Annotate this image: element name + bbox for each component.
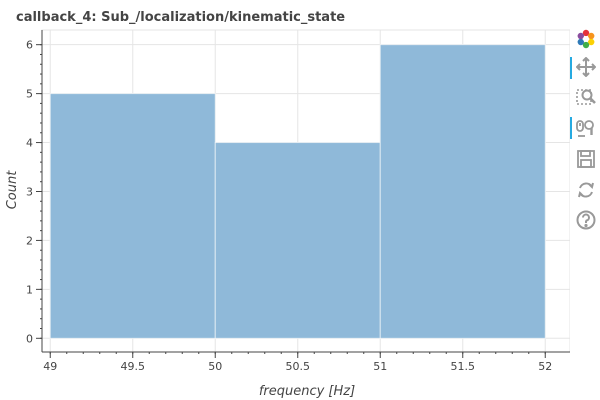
x-tick-label: 49 — [43, 360, 57, 373]
x-tick-label: 50.5 — [286, 360, 311, 373]
histogram-bar — [214, 142, 381, 339]
x-axis-ticks: 49 49.5 50 50.5 51 51.5 52 — [43, 360, 552, 373]
bars — [49, 44, 546, 339]
toolbar — [570, 24, 600, 254]
y-tick-label: 3 — [26, 185, 33, 198]
histogram-chart: callback_4: Sub_/localization/kinematic_… — [5, 10, 570, 399]
x-tick-label: 50 — [208, 360, 222, 373]
x-tick-label: 49.5 — [121, 360, 146, 373]
help-icon[interactable] — [570, 207, 600, 233]
x-axis-label: frequency [Hz] — [259, 384, 355, 399]
x-tick-label: 51 — [373, 360, 387, 373]
histogram-bar — [49, 93, 216, 339]
y-axis-ticks: 0 1 2 3 4 5 6 — [26, 39, 33, 346]
x-tick-label: 52 — [538, 360, 552, 373]
save-icon[interactable] — [570, 146, 600, 172]
bokeh-logo-icon[interactable] — [570, 26, 600, 52]
reset-icon[interactable] — [570, 177, 600, 203]
pan-icon[interactable] — [570, 54, 600, 80]
chart-title: callback_4: Sub_/localization/kinematic_… — [16, 10, 345, 25]
histogram-bar — [379, 44, 546, 339]
box-zoom-icon[interactable] — [570, 84, 600, 110]
y-tick-label: 2 — [26, 234, 33, 247]
x-tick-label: 51.5 — [451, 360, 476, 373]
wheel-zoom-icon[interactable] — [570, 114, 600, 140]
y-tick-label: 4 — [26, 137, 33, 150]
y-tick-label: 1 — [26, 283, 33, 296]
y-tick-label: 6 — [26, 39, 33, 52]
y-axis-label: Count — [5, 170, 20, 210]
y-tick-label: 5 — [26, 88, 33, 101]
y-tick-label: 0 — [26, 332, 33, 345]
axes — [36, 30, 570, 358]
